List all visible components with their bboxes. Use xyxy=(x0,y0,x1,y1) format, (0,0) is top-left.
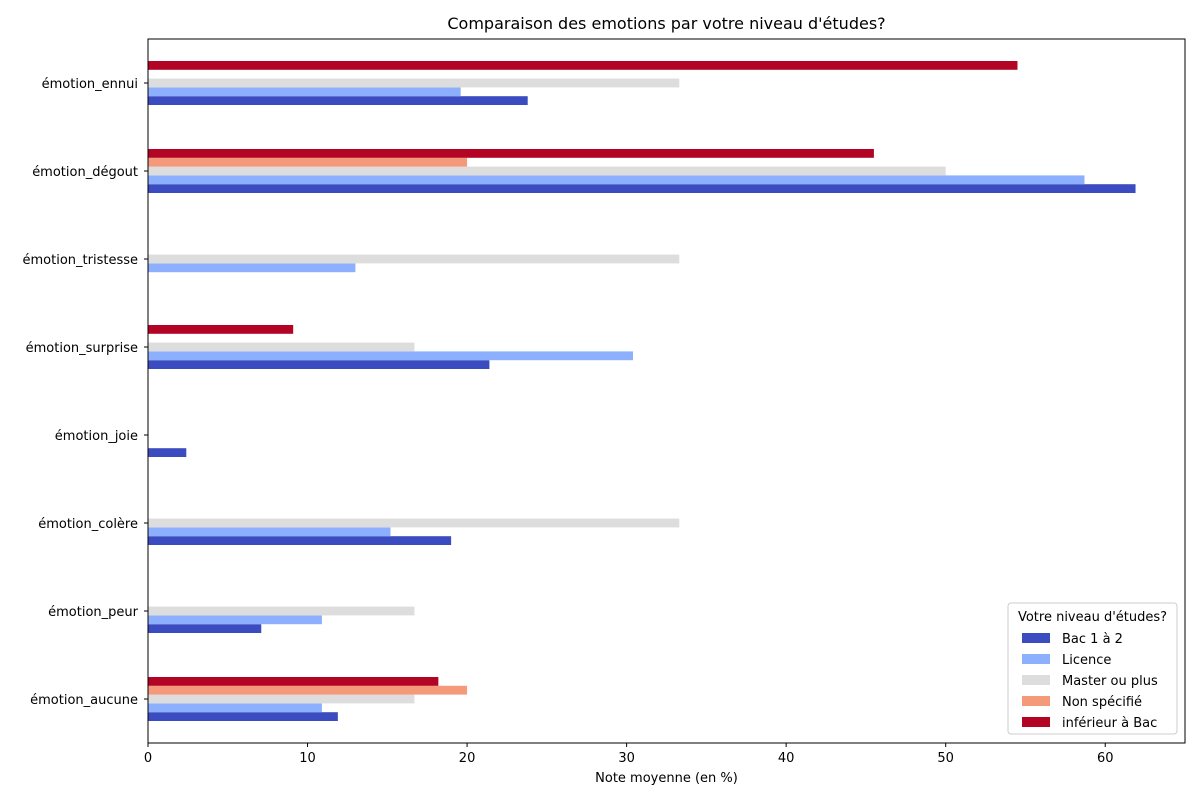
x-tick-label: 20 xyxy=(459,751,476,766)
legend-box xyxy=(1007,602,1178,735)
y-tick-label: émotion_aucune xyxy=(30,693,138,708)
x-axis-label: Note moyenne (en %) xyxy=(595,771,738,786)
bar xyxy=(148,166,946,176)
legend-entry: Non spécifié xyxy=(1062,695,1142,710)
x-tick-label: 0 xyxy=(144,751,152,766)
bar xyxy=(148,184,1136,193)
bar xyxy=(148,175,1085,185)
bar xyxy=(148,61,1018,70)
legend-swatch xyxy=(1022,696,1050,706)
bar xyxy=(148,254,680,264)
bar xyxy=(148,685,468,695)
bar xyxy=(148,606,415,616)
x-tick-label: 10 xyxy=(299,751,316,766)
legend-entry: inférieur à Bac xyxy=(1062,716,1157,731)
x-axis: 0 10 20 30 40 50 60 xyxy=(144,743,1114,766)
x-tick-label: 30 xyxy=(618,751,635,766)
bar xyxy=(148,527,391,537)
bar xyxy=(148,703,322,713)
legend-swatch xyxy=(1022,654,1050,664)
bar xyxy=(148,78,680,88)
bar xyxy=(148,351,633,361)
x-tick-label: 50 xyxy=(937,751,954,766)
bars-group xyxy=(148,61,1136,721)
bar xyxy=(148,615,322,625)
bar xyxy=(148,342,415,352)
y-tick-label: émotion_dégout xyxy=(32,165,138,180)
y-tick-label: émotion_ennui xyxy=(42,77,138,92)
legend-swatch xyxy=(1022,675,1050,685)
bar xyxy=(148,694,415,704)
chart-title: Comparaison des emotions par votre nivea… xyxy=(447,14,885,33)
bar xyxy=(148,263,356,273)
bar xyxy=(148,87,461,97)
y-tick-label: émotion_surprise xyxy=(26,341,138,356)
bar xyxy=(148,96,528,105)
x-tick-label: 60 xyxy=(1097,751,1114,766)
bar xyxy=(148,677,439,686)
legend-swatch xyxy=(1022,633,1050,643)
legend-entry: Licence xyxy=(1062,653,1111,668)
bar xyxy=(148,157,468,167)
y-tick-label: émotion_tristesse xyxy=(23,253,138,268)
legend-entry: Master ou plus xyxy=(1062,674,1158,689)
bar xyxy=(148,712,338,721)
y-tick-label: émotion_joie xyxy=(55,429,138,444)
bar xyxy=(148,518,680,528)
bar xyxy=(148,325,294,334)
legend: Votre niveau d'études? Bac 1 à 2 Licence Ma… xyxy=(1007,602,1178,735)
plot-frame xyxy=(147,38,1186,744)
bar xyxy=(148,448,187,457)
legend-swatch xyxy=(1022,717,1050,727)
legend-title: Votre niveau d'études? xyxy=(1018,610,1167,625)
bar xyxy=(148,624,262,633)
y-tick-label: émotion_colère xyxy=(38,517,138,532)
y-tick-label: émotion_peur xyxy=(48,605,139,620)
bar xyxy=(148,360,490,369)
bar xyxy=(148,149,874,158)
legend-entry: Bac 1 à 2 xyxy=(1062,632,1123,647)
x-tick-label: 40 xyxy=(778,751,795,766)
y-axis: émotion_ennui émotion_dégout émotion_trist… xyxy=(23,77,148,708)
bar xyxy=(148,536,452,545)
